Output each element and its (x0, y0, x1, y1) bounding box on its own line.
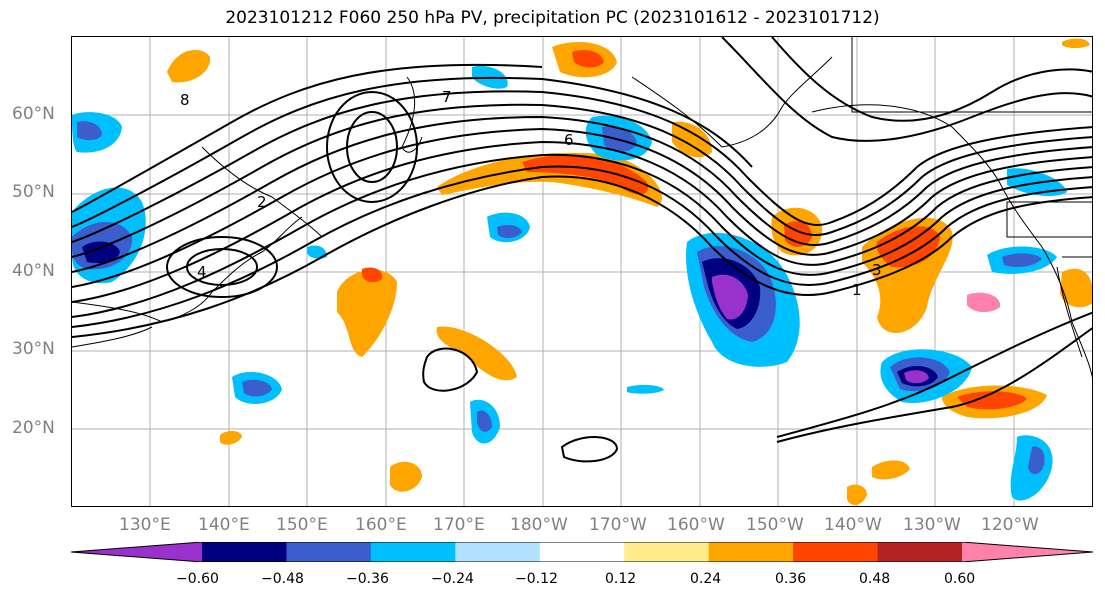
lon-label-130w: 130°W (903, 515, 961, 535)
lon-label-140w: 140°W (824, 515, 882, 535)
pv-contour-closed-5 (422, 347, 479, 392)
map-canvas: 8 7 6 4 3 2 1 (72, 37, 1092, 506)
colorbar-swatch (877, 542, 963, 562)
pv-contour-9 (72, 76, 753, 228)
pv-contour-4 (72, 140, 1092, 303)
precip-blob-180-orange (436, 326, 517, 381)
pv-contour-8 (72, 90, 1092, 243)
precip-blob-160e-orange (337, 269, 397, 357)
precip-blob-west-coast-core (1002, 253, 1042, 267)
pv-contour-closed-4 (346, 111, 398, 183)
lat-label-40n: 40°N (12, 261, 55, 281)
map-title: 2023101212 F060 250 hPa PV, precipitatio… (225, 8, 880, 28)
lon-label-150w: 150°W (746, 515, 804, 535)
precip-blob-ak-right-orange (1062, 38, 1090, 48)
colorbar-tick-4: −0.24 (431, 571, 474, 587)
pv-contour-3 (72, 153, 1092, 318)
colorbar-swatch (202, 542, 287, 562)
precip-blob-bering-red (572, 50, 604, 68)
contour-labels: 8 7 6 4 3 2 1 (180, 88, 882, 299)
precip-blob-80-blue-small (307, 245, 327, 259)
contour-label-7: 7 (442, 88, 452, 106)
colorbar-swatch (793, 542, 879, 562)
pv-contour-1 (72, 175, 1092, 338)
precip-blob-japan-deep (82, 241, 120, 264)
colorbar-swatch (708, 542, 794, 562)
precip-blob-kamchatka-core (77, 121, 102, 141)
contour-label-2: 2 (257, 193, 267, 211)
precip-blob-160e-red (362, 267, 383, 283)
pv-contour-ak-1 (721, 37, 1092, 142)
precip-blob-subtropical-min (904, 370, 929, 384)
pv-contour-6 (72, 115, 1092, 273)
colorbar-swatch (539, 542, 625, 562)
precip-blob-ne-pacific-min (712, 274, 748, 320)
precip-blob-sw-pacific-orange (872, 460, 910, 480)
colorbar-tick-8: 0.36 (775, 571, 807, 587)
contour-label-6: 6 (564, 131, 574, 149)
lon-label-140e: 140°E (198, 515, 250, 535)
pv-contour-10 (72, 63, 543, 213)
precip-blob-orange-nw (167, 49, 211, 83)
map-panel: 8 7 6 4 3 2 1 (71, 36, 1093, 507)
lon-label-160e: 160°E (355, 515, 407, 535)
precip-blob-pink (967, 292, 1001, 313)
pv-contour-5 (72, 127, 1092, 288)
pv-contour-closed-6 (560, 436, 619, 463)
colorbar-tick-5: −0.12 (515, 571, 558, 587)
lon-label-130e: 130°E (119, 515, 171, 535)
contour-label-4: 4 (197, 263, 207, 281)
colorbar (71, 542, 1093, 562)
pv-contour-2 (72, 165, 1092, 328)
lon-label-180w: 180°W (510, 515, 568, 535)
precip-blob-170e-core (497, 224, 522, 239)
precip-blob-120w-core (1028, 446, 1045, 475)
lon-label-160w: 160°W (667, 515, 725, 535)
contour-label-3: 3 (872, 261, 882, 279)
pv-contour-south (776, 311, 1092, 438)
colorbar-swatch (455, 542, 541, 562)
lat-label-30n: 30°N (12, 339, 55, 359)
precip-blob-150e-core (242, 379, 272, 397)
colorbar-tick-10: 0.60 (944, 571, 976, 587)
lon-label-150e: 150°E (276, 515, 328, 535)
precip-blob-ca-orange (1060, 268, 1092, 308)
colorbar-tick-2: −0.48 (261, 571, 304, 587)
contour-label-1: 1 (852, 281, 862, 299)
lon-label-120w: 120°W (981, 515, 1039, 535)
colorbar-tick-9: 0.48 (859, 571, 891, 587)
precip-blob-175w-core (477, 410, 492, 432)
colorbar-tick-1: −0.60 (176, 571, 219, 587)
pv-contour-closed-3 (326, 91, 418, 203)
lat-label-20n: 20°N (12, 418, 55, 438)
precip-blob-baja-red (957, 391, 1027, 410)
lat-label-60n: 60°N (12, 104, 55, 124)
pv-contour-7 (72, 103, 1092, 258)
pv-contour-closed-1 (166, 236, 278, 298)
colorbar-swatch (962, 542, 1093, 562)
colorbar-tick-6: 0.12 (605, 571, 637, 587)
lat-label-50n: 50°N (12, 182, 55, 202)
lon-label-170w: 170°W (589, 515, 647, 535)
precip-blob-160w-blue-small (627, 384, 664, 394)
contour-label-8: 8 (180, 91, 190, 109)
lon-label-170e: 170°E (433, 515, 485, 535)
pv-contour-ak-2 (771, 37, 1092, 122)
precip-blob-165e-orange (390, 461, 422, 492)
precip-blob-sw-orange (847, 484, 867, 505)
pv-contour-south-2 (776, 327, 1092, 443)
colorbar-swatch (286, 542, 372, 562)
colorbar-swatch (71, 542, 202, 562)
colorbar-tick-7: 0.24 (690, 571, 722, 587)
pv-contour-closed-2 (186, 248, 258, 286)
colorbar-swatch (624, 542, 710, 562)
precip-blob-140e-orange (220, 431, 242, 445)
precip-blob-aleutian-orange (672, 121, 712, 158)
colorbar-tick-3: −0.36 (346, 571, 389, 587)
colorbar-swatch (370, 542, 456, 562)
pv-contours (72, 37, 1092, 463)
coastlines (72, 37, 1092, 378)
